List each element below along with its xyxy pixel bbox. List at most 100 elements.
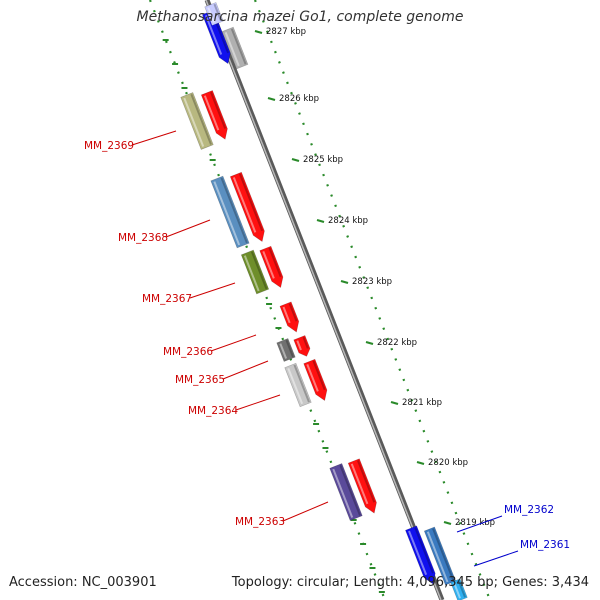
kbp-tick bbox=[340, 279, 349, 285]
gene-shade bbox=[268, 247, 282, 278]
gene-MM_2367-cds bbox=[240, 249, 270, 295]
gene-shade bbox=[293, 364, 310, 403]
gene-MM_2363 bbox=[347, 458, 377, 514]
gene-shine bbox=[262, 251, 275, 279]
gene-shade bbox=[414, 527, 434, 574]
kbp-tick bbox=[390, 400, 399, 406]
gene-top-lightblue bbox=[204, 2, 224, 26]
gene-body bbox=[221, 26, 249, 70]
gene-body bbox=[347, 458, 377, 514]
leader-line bbox=[165, 219, 211, 238]
gene-label: MM_2365 bbox=[175, 374, 225, 386]
gene-shade bbox=[285, 339, 294, 358]
gene-MM_2361 bbox=[450, 578, 468, 600]
gene-shine bbox=[224, 31, 240, 67]
gene-label: MM_2364 bbox=[188, 405, 238, 417]
kbp-label: 2822 kbp bbox=[377, 338, 417, 348]
leader-line bbox=[235, 394, 281, 411]
gene-shade bbox=[288, 303, 298, 322]
gene-shine bbox=[243, 255, 260, 292]
gene-shade bbox=[457, 580, 467, 598]
gene-MM_2364-cds bbox=[284, 362, 312, 408]
kbp-label: 2825 kbp bbox=[303, 155, 343, 165]
topology-text: Topology: circular; Length: 4,096,345 bp… bbox=[231, 575, 589, 590]
gene-label: MM_2368 bbox=[118, 232, 168, 244]
tick-tracks bbox=[148, 0, 492, 600]
gene-MM_2367 bbox=[259, 245, 284, 289]
gene-shine bbox=[204, 14, 223, 55]
gene-labels: MM_2369 MM_2368 MM_2367 MM_2366 MM_2365 MM_23… bbox=[84, 140, 570, 551]
gene-MM_2366 bbox=[279, 301, 300, 333]
kbp-label: 2827 kbp bbox=[266, 27, 306, 37]
gene-shine bbox=[426, 531, 449, 583]
gene-MM_2364 bbox=[303, 358, 328, 402]
leader-line bbox=[222, 360, 269, 380]
gene-shade bbox=[356, 460, 376, 503]
gene-body bbox=[405, 525, 436, 585]
gene-body bbox=[293, 335, 311, 357]
kbp-label: 2823 kbp bbox=[352, 277, 392, 287]
gene-body bbox=[259, 245, 284, 289]
gene-top-gray bbox=[221, 26, 249, 70]
gene-body bbox=[450, 578, 468, 600]
gene-label: MM_2367 bbox=[142, 293, 192, 305]
leader-line bbox=[456, 515, 503, 533]
gene-shade bbox=[239, 173, 264, 232]
gene-shade bbox=[302, 336, 309, 349]
kbp-tick bbox=[316, 218, 325, 224]
gene-shine bbox=[306, 364, 319, 392]
gene-shine bbox=[282, 306, 291, 324]
gene-body bbox=[329, 463, 363, 521]
kbp-ticks: 2827 kbp 2826 kbp 2825 kbp 2824 kbp 2823 kbp… bbox=[162, 27, 495, 593]
kbp-tick bbox=[365, 340, 374, 346]
gene-shine bbox=[183, 97, 205, 147]
gene-shade bbox=[230, 28, 247, 65]
gene-label: MM_2361 bbox=[520, 539, 570, 551]
kbp-tick bbox=[443, 520, 452, 526]
gene-body bbox=[240, 249, 270, 295]
leader-line bbox=[210, 334, 257, 352]
gene-shine bbox=[332, 468, 354, 518]
label-leader-lines bbox=[131, 130, 519, 567]
gene-shine bbox=[296, 340, 302, 351]
gene-shade bbox=[339, 464, 361, 516]
gene-MM_2362-cds bbox=[423, 526, 457, 586]
gene-shine bbox=[213, 181, 241, 246]
gene-shade bbox=[220, 177, 248, 244]
gene-MM_2368 bbox=[229, 171, 265, 243]
gene-shine bbox=[453, 582, 461, 599]
gene-label: MM_2369 bbox=[84, 140, 134, 152]
gene-MM_2365-cds bbox=[276, 338, 296, 362]
leader-line bbox=[131, 130, 177, 146]
genome-backbone bbox=[204, 0, 445, 600]
gene-shine bbox=[203, 95, 220, 131]
gene-body bbox=[204, 2, 224, 26]
kbp-label: 2821 kbp bbox=[402, 398, 442, 408]
gene-body bbox=[276, 338, 296, 362]
kbp-label: 2819 kbp bbox=[455, 518, 495, 528]
kbp-tick bbox=[267, 96, 276, 102]
gene-shine bbox=[350, 463, 369, 505]
gene-MM_2365 bbox=[293, 335, 311, 357]
gene-shade bbox=[432, 528, 455, 582]
gene-body bbox=[284, 362, 312, 408]
backbone-line bbox=[204, 0, 445, 600]
kbp-label: 2824 kbp bbox=[328, 216, 368, 226]
leader-line bbox=[189, 282, 236, 299]
gene-shade bbox=[312, 360, 326, 391]
gene-shade bbox=[250, 251, 268, 290]
gene-body bbox=[200, 90, 228, 140]
gene-shade bbox=[210, 91, 227, 129]
gene-label: MM_2362 bbox=[504, 504, 554, 516]
leader-line bbox=[473, 550, 519, 567]
gene-body bbox=[180, 92, 214, 150]
gene-body bbox=[279, 301, 300, 333]
map-title: Methanosarcina mazei Go1, complete genom… bbox=[136, 9, 464, 25]
gene-shade bbox=[213, 3, 222, 22]
kbp-tick bbox=[254, 29, 263, 35]
gene-MM_2363-cds bbox=[329, 463, 363, 521]
gene-body bbox=[210, 175, 250, 249]
gene-MM_2362 bbox=[405, 525, 436, 585]
kbp-tick bbox=[291, 157, 300, 163]
